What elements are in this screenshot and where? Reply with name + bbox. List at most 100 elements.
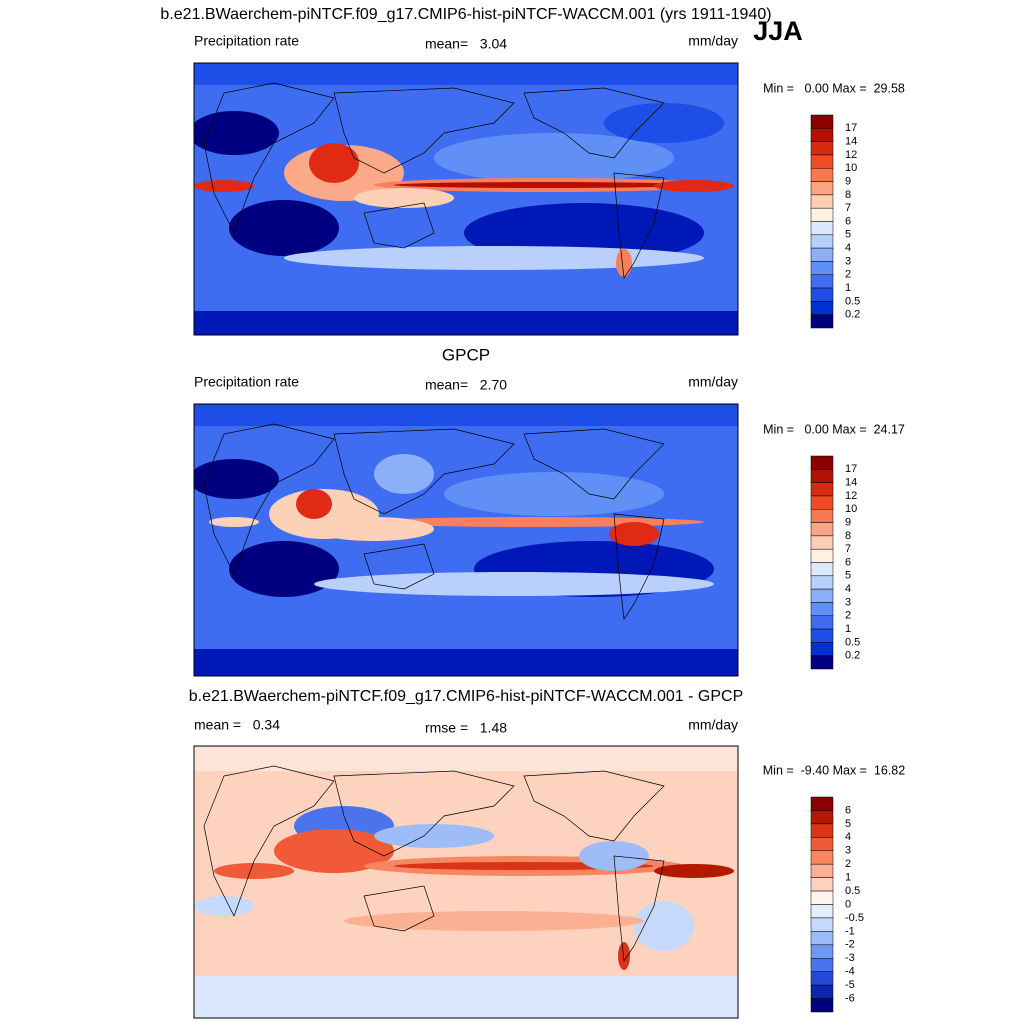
map-frame [193,62,739,336]
colorbar-box [810,863,834,878]
coastline [523,87,665,159]
coastline [333,770,515,857]
colorbar-label: 4 [845,242,851,254]
field-blob [209,517,259,527]
colorbar-box [810,469,834,483]
colorbar-box [810,482,834,497]
colorbar-label: 6 [845,556,851,568]
coastline [363,885,435,932]
colorbar-label: 3 [845,596,851,608]
colorbar-label: 1 [845,623,851,635]
colorbar-box [810,114,834,129]
coastline [363,202,435,249]
colorbar-label: 3 [845,255,851,267]
field-blob [314,517,434,541]
units-label: mm/day [688,374,738,390]
colorbar-label: 1 [845,282,851,294]
colorbar-label: 9 [845,175,851,187]
colorbar-box [810,562,834,577]
colorbar-label: -3 [845,952,855,964]
colorbar-box [810,944,834,959]
field-blob [284,246,704,270]
colorbar-box [810,261,834,275]
colorbar-box [810,796,834,811]
coastline [203,765,335,917]
panel-title: b.e21.BWaerchem-piNTCF.f09_g17.CMIP6-his… [189,688,744,705]
colorbar-box [810,522,834,537]
field-blob [194,459,279,499]
colorbar-box [810,655,834,670]
coastline [613,172,665,279]
colorbar-label: 6 [845,215,851,227]
colorbar-box [810,588,834,603]
colorbar-box [810,509,834,523]
colorbar-box [810,495,834,510]
colorbar-box [810,194,834,209]
map-frame [193,745,739,1019]
season-label: JJA [753,16,803,46]
colorbar-label: 0.2 [845,650,860,662]
colorbar-box [810,850,834,865]
colorbar-label: 12 [845,149,857,161]
units-label: mm/day [688,33,738,49]
colorbar-label: 14 [845,477,857,489]
coastline [613,855,665,962]
field-band [194,63,738,85]
colorbar-label: 2 [845,610,851,622]
field-blob [616,249,632,277]
colorbar-box [810,877,834,892]
field-blob [374,824,494,848]
colorbar-box [810,535,834,550]
field-blob [296,489,332,519]
map [194,63,738,335]
colorbar-box [810,455,834,470]
colorbar-label: 4 [845,583,851,595]
colorbar-label: -4 [845,966,855,978]
colorbar-box [810,287,834,302]
colorbar-box [810,247,834,262]
colorbar-label: 10 [845,162,857,174]
coastline [363,543,435,590]
center-label: rmse = 1.48 [425,720,507,736]
field-blob [309,143,359,183]
colorbar-box [810,615,834,630]
colorbar-box [810,917,834,932]
field-blob [314,572,714,596]
center-label: mean= 2.70 [425,377,507,393]
colorbar-label: -0.5 [845,912,864,924]
coastline [613,513,665,620]
colorbar-box [810,931,834,946]
colorbar-box [810,168,834,182]
field-blob [354,188,454,208]
map [194,404,738,676]
colorbar-label: 2 [845,858,851,870]
colorbar-label: 2 [845,269,851,281]
field-blob [444,472,664,516]
left-label: mean = 0.34 [194,717,280,733]
field-band [194,976,738,1018]
colorbar-label: -5 [845,979,855,991]
left-label: Precipitation rate [194,33,299,49]
left-label: Precipitation rate [194,374,299,390]
field-band [194,311,738,335]
coastlines [203,423,665,620]
coastline [203,423,335,575]
colorbar-label: 10 [845,503,857,515]
colorbar-box [810,971,834,986]
colorbar-label: 7 [845,543,851,555]
colorbar-label: 17 [845,463,857,475]
field-blob [604,103,724,143]
coastlines [203,765,665,962]
coastline [523,770,665,842]
colorbar-box [810,575,834,590]
field-blob [434,133,674,183]
colorbar-label: 0.5 [845,295,860,307]
field-blob [194,180,254,192]
colorbar-box [810,998,834,1013]
colorbar-label: 14 [845,136,857,148]
colorbar-label: 6 [845,804,851,816]
colorbar-box [810,837,834,851]
colorbar-label: 0.2 [845,309,860,321]
field-blob [229,200,339,256]
